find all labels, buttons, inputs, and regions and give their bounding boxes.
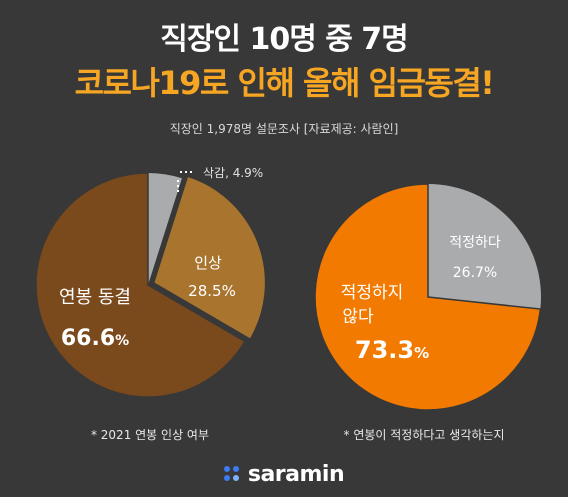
survey-subtitle: 직장인 1,978명 설문조사 [자료제공: 사람인] [169,122,399,136]
slice-adequate-value: 26.7% [453,265,497,281]
chart-caption-raise: * 2021 연봉 인상 여부 [90,428,210,442]
slice-not-adequate-label-2: 않다 [342,307,374,327]
slice-raise [152,175,267,341]
slice-adequate-label: 적정하다 [449,235,501,251]
slice-not-adequate [314,183,542,411]
slice-raise-label: 인상 [194,254,222,272]
headline-line2: 코로나19로 인해 올해 임금동결! [74,64,495,102]
slice-freeze [35,172,246,398]
logo-dots-icon [223,465,242,484]
logo-text: saramin [247,462,345,487]
chart-caption-adequacy: * 연봉이 적정하다고 생각하는지 [343,428,505,442]
slice-cut [148,173,182,285]
saramin-logo: saramin [0,462,568,487]
slice-raise-value: 28.5% [188,282,236,300]
slice-not-adequate-label-1: 적정하지 [341,283,404,303]
slice-freeze-label: 연봉 동결 [59,287,131,308]
headline-line1: 직장인 10명 중 7명 [160,22,409,57]
slice-cut-label: 삭감, 4.9% [203,166,263,180]
slice-adequate [428,184,542,310]
